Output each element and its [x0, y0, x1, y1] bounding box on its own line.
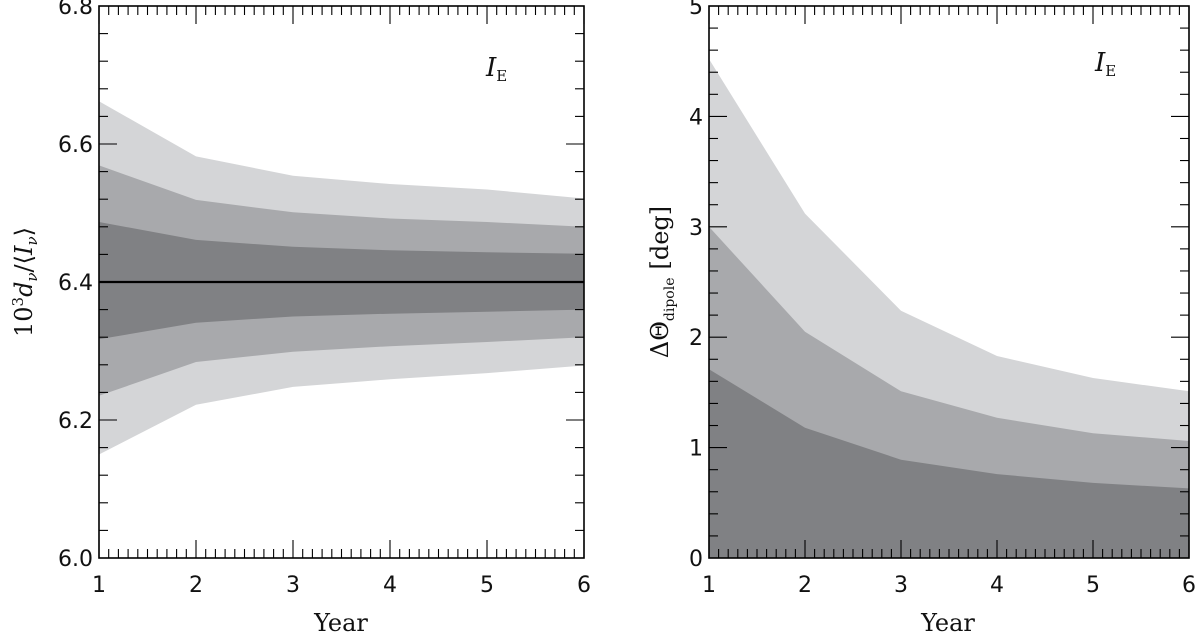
right-x-tick-label: 6: [1182, 573, 1196, 598]
left-band-layer: [99, 101, 584, 455]
right-x-tick-labels: 1 2 3 4 5 6: [702, 573, 1196, 598]
right-x-tick-label: 5: [1086, 573, 1100, 598]
left-y-tick-label: 6.0: [58, 547, 93, 572]
right-x-axis-title: Year: [920, 609, 975, 632]
right-annotation: IE: [1094, 48, 1116, 80]
left-x-tick-label: 4: [383, 573, 397, 598]
left-x-tick-label: 6: [577, 573, 591, 598]
left-y-tick-labels: 6.0 6.2 6.4 6.6 6.8: [58, 0, 93, 572]
right-x-tick-label: 3: [894, 573, 908, 598]
right-x-tick-label: 4: [990, 573, 1004, 598]
left-x-tick-label: 3: [286, 573, 300, 598]
left-x-tick-label: 1: [92, 573, 106, 598]
right-band-inner: [709, 369, 1189, 558]
right-y-tick-label: 5: [689, 0, 703, 20]
left-y-tick-label: 6.4: [58, 271, 93, 296]
right-band-layer: [709, 59, 1189, 559]
left-x-axis-title: Year: [313, 609, 368, 632]
left-x-tick-label: 2: [189, 573, 203, 598]
left-y-axis-title: 103dν/⟨Iν⟩: [9, 227, 41, 337]
right-y-tick-labels: 0 1 2 3 4 5: [689, 0, 703, 572]
left-y-tick-label: 6.2: [58, 409, 93, 434]
right-x-tick-label: 1: [702, 573, 716, 598]
right-y-axis-title: ΔΘdipole[deg]: [646, 206, 678, 358]
left-y-tick-label: 6.8: [58, 0, 93, 20]
left-panel: 1 2 3 4 5 6 6.0 6.2 6.4 6.6 6.8 Year 103dν/⟨Iν⟩ I…: [9, 0, 591, 632]
left-annotation: IE: [485, 53, 507, 85]
right-y-tick-label: 2: [689, 326, 703, 351]
left-band-inner: [99, 222, 584, 340]
left-plot-frame: [98, 5, 585, 559]
right-y-tick-label: 0: [689, 547, 703, 572]
left-y-tick-label: 6.6: [58, 133, 93, 158]
left-x-tick-label: 5: [480, 573, 494, 598]
right-x-tick-label: 2: [798, 573, 812, 598]
right-y-tick-label: 1: [689, 437, 703, 462]
left-x-tick-labels: 1 2 3 4 5 6: [92, 573, 591, 598]
right-y-tick-label: 4: [689, 105, 703, 130]
right-plot-frame: [708, 5, 1190, 559]
right-y-tick-label: 3: [689, 216, 703, 241]
